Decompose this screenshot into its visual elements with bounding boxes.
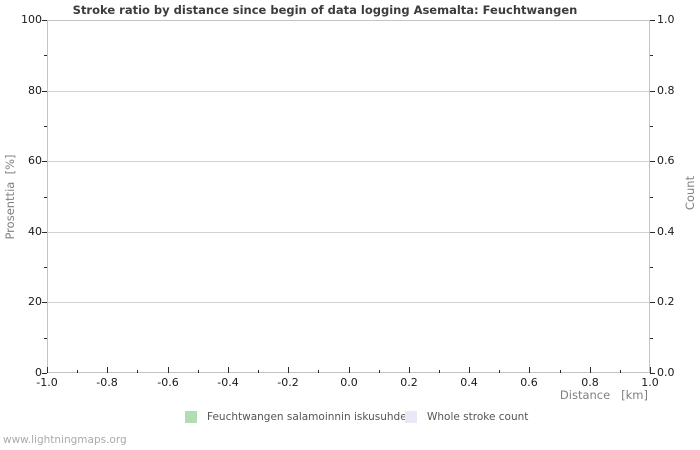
y-right-minor-tick	[650, 126, 653, 127]
gridline	[48, 232, 649, 233]
x-tick-label: -1.0	[36, 376, 58, 389]
x-minor-tick	[318, 370, 319, 373]
x-tick-label: -0.8	[96, 376, 118, 389]
legend: Feuchtwangen salamoinnin iskusuhde Whole…	[0, 410, 700, 428]
x-minor-tick	[620, 370, 621, 373]
legend-swatch-count	[405, 411, 417, 423]
x-major-tick	[650, 367, 651, 373]
y-right-tick-label: 0.4	[657, 225, 675, 238]
y-left-major-tick	[42, 302, 47, 303]
x-minor-tick	[258, 370, 259, 373]
plot-area	[47, 20, 650, 373]
y-left-minor-tick	[44, 197, 47, 198]
x-major-tick	[590, 367, 591, 373]
x-tick-label: 0.2	[400, 376, 418, 389]
y-right-major-tick	[650, 232, 655, 233]
x-minor-tick	[499, 370, 500, 373]
x-major-tick	[107, 367, 108, 373]
y-left-major-tick	[42, 20, 47, 21]
gridline	[48, 91, 649, 92]
x-tick-label: 0.6	[520, 376, 538, 389]
x-major-tick	[529, 367, 530, 373]
y-right-tick-label: 0.0	[657, 366, 675, 379]
x-minor-tick	[137, 370, 138, 373]
x-minor-tick	[379, 370, 380, 373]
y-right-major-tick	[650, 91, 655, 92]
y-right-minor-tick	[650, 55, 653, 56]
y-left-tick-label: 20	[28, 295, 42, 308]
chart-title: Stroke ratio by distance since begin of …	[72, 3, 578, 17]
x-major-tick	[469, 367, 470, 373]
y-left-minor-tick	[44, 126, 47, 127]
x-tick-label: 0.0	[340, 376, 358, 389]
y-left-minor-tick	[44, 338, 47, 339]
y-left-minor-tick	[44, 267, 47, 268]
x-tick-label: 1.0	[641, 376, 659, 389]
x-major-tick	[349, 367, 350, 373]
y-left-minor-tick	[44, 55, 47, 56]
x-tick-label: -0.4	[217, 376, 239, 389]
x-major-tick	[47, 367, 48, 373]
y-right-tick-label: 0.6	[657, 154, 675, 167]
x-major-tick	[228, 367, 229, 373]
y-right-major-tick	[650, 373, 655, 374]
y-right-major-tick	[650, 20, 655, 21]
x-major-tick	[168, 367, 169, 373]
y-axis-left-title: Prosenttia [%]	[3, 154, 17, 240]
y-right-minor-tick	[650, 267, 653, 268]
y-right-minor-tick	[650, 338, 653, 339]
y-right-major-tick	[650, 302, 655, 303]
x-minor-tick	[198, 370, 199, 373]
x-tick-label: -0.2	[277, 376, 299, 389]
x-minor-tick	[77, 370, 78, 373]
y-left-major-tick	[42, 232, 47, 233]
x-axis-title: Distance [km]	[559, 388, 648, 402]
gridline	[48, 302, 649, 303]
y-left-tick-label: 40	[28, 225, 42, 238]
x-major-tick	[288, 367, 289, 373]
y-left-major-tick	[42, 91, 47, 92]
y-left-tick-label: 0	[35, 366, 42, 379]
y-axis-right-title: Count	[683, 175, 697, 211]
watermark-link: www.lightningmaps.org	[3, 434, 127, 446]
gridline	[48, 161, 649, 162]
y-left-major-tick	[42, 373, 47, 374]
y-right-tick-label: 1.0	[657, 13, 675, 26]
y-right-tick-label: 0.2	[657, 295, 675, 308]
y-left-tick-label: 80	[28, 84, 42, 97]
y-right-major-tick	[650, 161, 655, 162]
y-right-tick-label: 0.8	[657, 84, 675, 97]
x-minor-tick	[560, 370, 561, 373]
x-tick-label: 0.4	[460, 376, 478, 389]
x-minor-tick	[439, 370, 440, 373]
x-tick-label: 0.8	[581, 376, 599, 389]
x-major-tick	[409, 367, 410, 373]
y-left-tick-label: 60	[28, 154, 42, 167]
legend-label-count: Whole stroke count	[427, 411, 529, 423]
y-left-tick-label: 100	[21, 13, 42, 26]
x-tick-label: -0.6	[157, 376, 179, 389]
legend-swatch-ratio	[185, 411, 197, 423]
legend-label-ratio: Feuchtwangen salamoinnin iskusuhde	[207, 411, 407, 423]
y-left-major-tick	[42, 161, 47, 162]
y-right-minor-tick	[650, 197, 653, 198]
